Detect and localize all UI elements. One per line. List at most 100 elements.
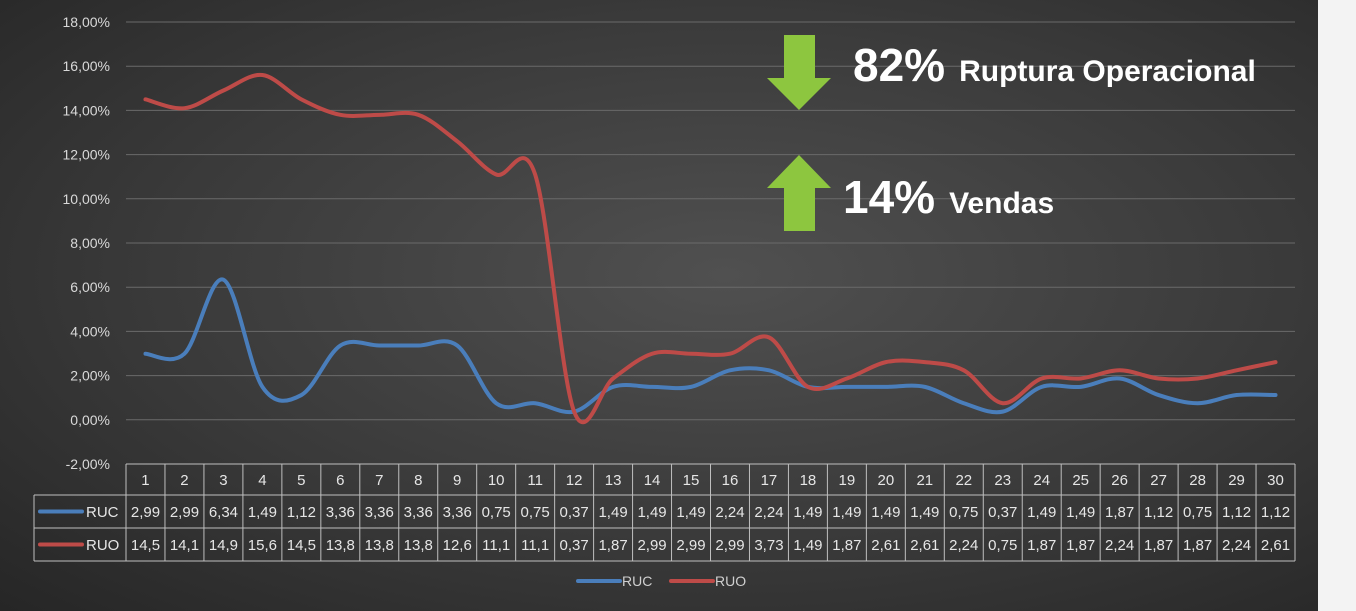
annotation-arrows: [767, 35, 831, 231]
data-label: 2,99: [131, 504, 160, 521]
x-tick-label: 11: [527, 472, 543, 489]
x-tick-label: 19: [839, 472, 856, 489]
y-tick-label: 8,00%: [70, 235, 110, 251]
arrow-up-icon: [767, 155, 831, 231]
x-tick-label: 21: [916, 472, 933, 489]
y-tick-label: 12,00%: [63, 147, 110, 163]
data-label: 13,8: [404, 537, 433, 554]
data-label: 2,24: [1222, 537, 1251, 554]
data-label: 1,49: [793, 504, 822, 521]
annotation-ruptura-value: 82%: [853, 39, 946, 91]
data-label: 11,1: [521, 537, 549, 554]
x-tick-label: 25: [1072, 472, 1089, 489]
annotation-vendas: 14% Vendas: [843, 170, 1054, 224]
y-tick-label: 6,00%: [70, 279, 110, 295]
data-label: 1,87: [1144, 537, 1173, 554]
x-tick-label: 2: [180, 472, 188, 489]
data-label: 2,61: [1261, 537, 1290, 554]
data-label: 0,37: [560, 504, 589, 521]
series-line-ruc: [143, 277, 1278, 415]
data-label: 1,49: [248, 504, 277, 521]
legend: RUC RUO: [576, 573, 746, 589]
table-series-name: RUO: [86, 537, 119, 554]
data-label: 0,75: [482, 504, 511, 521]
x-tick-label: 30: [1267, 472, 1284, 489]
legend-label-ruo: RUO: [715, 573, 746, 589]
data-label: 1,87: [598, 537, 627, 554]
data-label: 14,9: [209, 537, 238, 554]
x-tick-label: 26: [1111, 472, 1128, 489]
data-label: 1,87: [1027, 537, 1056, 554]
data-label: 11,1: [482, 537, 510, 554]
data-label: 2,24: [715, 504, 744, 521]
y-tick-label: 18,00%: [63, 14, 110, 30]
y-tick-label: 0,00%: [70, 412, 110, 428]
x-tick-label: 10: [488, 472, 505, 489]
data-label: 6,34: [209, 504, 238, 521]
annotation-ruptura-label: Ruptura Operacional: [959, 55, 1256, 88]
legend-label-ruc: RUC: [622, 573, 652, 589]
data-label: 3,36: [365, 504, 394, 521]
data-label: 0,37: [988, 504, 1017, 521]
x-tick-label: 24: [1033, 472, 1050, 489]
data-label: 1,49: [676, 504, 705, 521]
data-label: 15,6: [248, 537, 277, 554]
x-tick-label: 20: [878, 472, 895, 489]
data-label: 0,75: [949, 504, 978, 521]
data-label: 1,49: [637, 504, 666, 521]
y-tick-label: -2,00%: [66, 456, 110, 472]
data-label: 1,12: [1261, 504, 1290, 521]
data-label: 13,8: [326, 537, 355, 554]
x-tick-label: 16: [722, 472, 739, 489]
data-label: 3,36: [404, 504, 433, 521]
annotation-vendas-value: 14%: [843, 171, 936, 223]
data-label: 1,87: [1105, 504, 1134, 521]
data-label: 1,49: [1027, 504, 1056, 521]
data-label: 12,6: [443, 537, 472, 554]
data-label: 3,36: [443, 504, 472, 521]
x-tick-label: 15: [683, 472, 700, 489]
x-tick-label: 13: [605, 472, 622, 489]
gridlines: [126, 21, 1295, 421]
x-tick-label: 4: [258, 472, 266, 489]
data-label: 3,36: [326, 504, 355, 521]
data-label: 0,75: [521, 504, 550, 521]
x-tick-label: 27: [1150, 472, 1167, 489]
data-label: 2,24: [949, 537, 978, 554]
y-tick-label: 16,00%: [63, 58, 110, 74]
data-label: 1,49: [1066, 504, 1095, 521]
data-label: 1,49: [910, 504, 939, 521]
x-tick-label: 28: [1189, 472, 1206, 489]
y-axis-ticks: -2,00% 0,00% 2,00% 4,00% 6,00% 8,00% 10,00% 12,…: [63, 14, 110, 472]
data-label: 1,87: [1066, 537, 1095, 554]
x-tick-label: 3: [219, 472, 227, 489]
data-label: 14,1: [170, 537, 199, 554]
page-margin: [1318, 0, 1356, 611]
data-label: 1,87: [832, 537, 861, 554]
x-tick-label: 14: [644, 472, 661, 489]
data-label: 1,12: [287, 504, 316, 521]
x-tick-label: 12: [566, 472, 583, 489]
data-label: 2,61: [910, 537, 939, 554]
y-tick-label: 2,00%: [70, 368, 110, 384]
data-label: 2,99: [676, 537, 705, 554]
data-label: 1,49: [598, 504, 627, 521]
x-tick-label: 29: [1228, 472, 1245, 489]
series-line-ruo: [143, 73, 1278, 424]
y-tick-label: 14,00%: [63, 102, 110, 118]
y-tick-label: 10,00%: [63, 191, 110, 207]
x-tick-label: 23: [994, 472, 1011, 489]
annotation-vendas-label: Vendas: [949, 187, 1055, 220]
data-label: 1,12: [1144, 504, 1173, 521]
series-lines: [143, 73, 1278, 424]
x-tick-label: 17: [761, 472, 778, 489]
data-label: 13,8: [365, 537, 394, 554]
data-label: 1,49: [871, 504, 900, 521]
data-label: 2,24: [754, 504, 783, 521]
data-label: 1,87: [1183, 537, 1212, 554]
data-label: 1,49: [793, 537, 822, 554]
x-tick-label: 6: [336, 472, 344, 489]
data-table: 1 2 3 4 5 6 7 8 9 10 11 12 13 14 15 16 17 18 19 20 21 22 23 24 2…: [33, 463, 1296, 562]
y-tick-label: 4,00%: [70, 323, 110, 339]
data-label: 2,24: [1105, 537, 1134, 554]
